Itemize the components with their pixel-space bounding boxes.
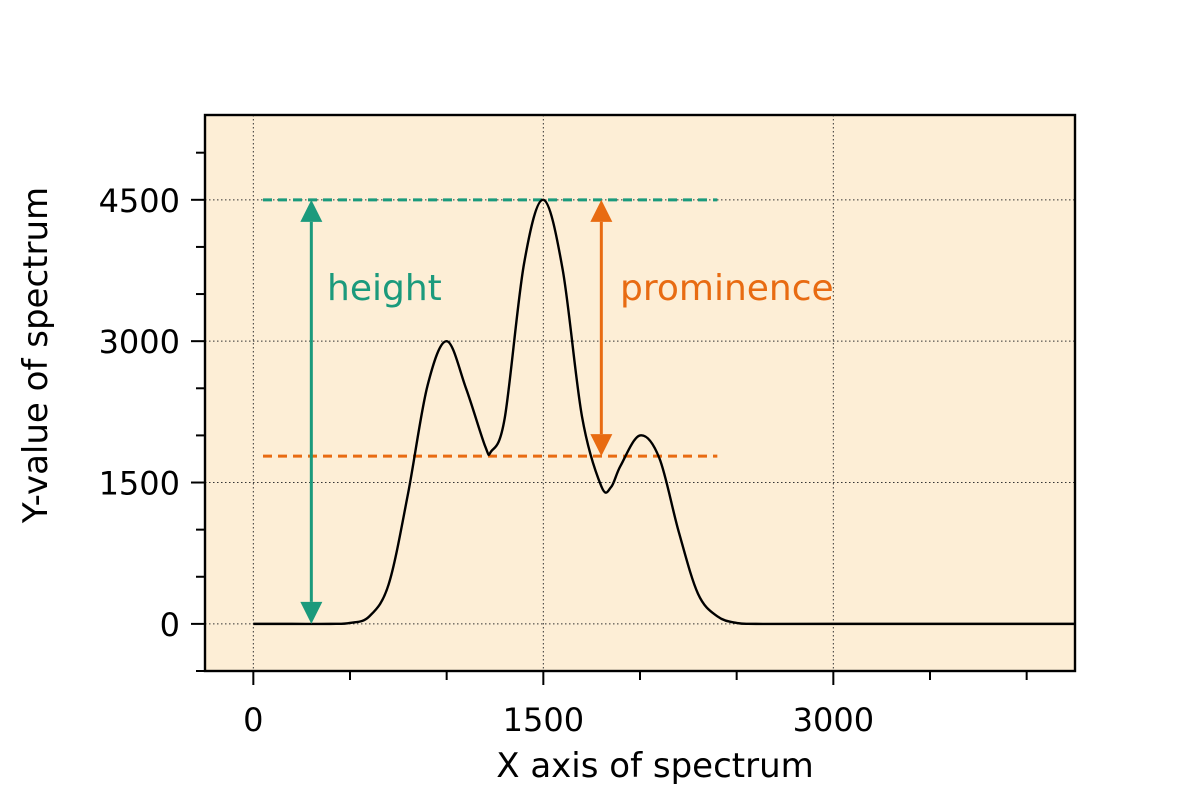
x-tick-label: 3000 xyxy=(793,701,874,739)
plot-background xyxy=(205,115,1075,671)
y-tick-label: 4500 xyxy=(99,182,180,220)
height-label: height xyxy=(327,268,442,309)
annotation-arrows xyxy=(300,199,613,624)
y-tick-label: 1500 xyxy=(99,465,180,503)
y-tick-label: 3000 xyxy=(99,323,180,361)
spectrum-curve xyxy=(253,198,1075,626)
x-axis-title: X axis of spectrum xyxy=(496,746,814,786)
y-tick-label: 0 xyxy=(160,606,180,644)
prominence-arrowhead-bottom xyxy=(590,434,613,457)
tick-marks xyxy=(191,151,1028,685)
reference-lines xyxy=(263,198,718,458)
x-tick-label: 0 xyxy=(243,701,263,739)
height-arrowhead-bottom xyxy=(300,601,323,624)
x-tick-label: 1500 xyxy=(503,701,584,739)
prominence-label: prominence xyxy=(620,268,834,309)
y-axis-title: Y-value of spectrum xyxy=(16,187,56,524)
prominence-arrowhead-top xyxy=(590,199,613,222)
height-arrowhead-top xyxy=(300,199,323,222)
tick-labels: 0 1500 3000 0 1500 3000 4500 xyxy=(99,182,874,739)
